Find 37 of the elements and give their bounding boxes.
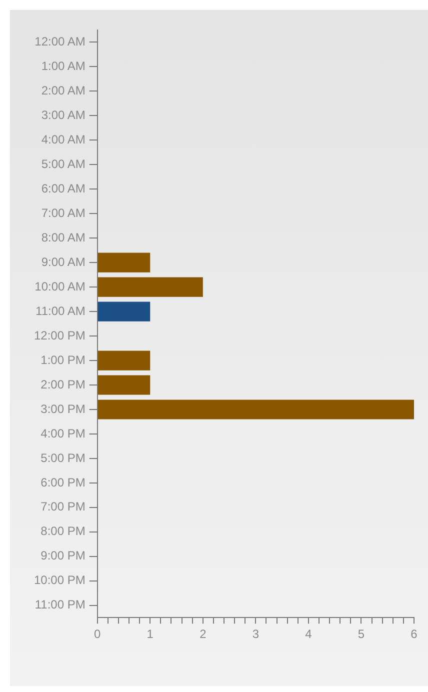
bar (98, 277, 203, 297)
y-tick-label: 1:00 PM (40, 352, 86, 367)
y-tick-label: 8:00 AM (41, 230, 86, 244)
y-tick-label: 1:00 AM (41, 59, 86, 74)
bar (98, 302, 150, 322)
y-tick-label: 9:00 PM (40, 548, 86, 563)
y-tick-label: 2:00 AM (41, 84, 86, 98)
y-tick-label: 10:00 AM (34, 279, 86, 294)
y-tick-label: 4:00 AM (41, 132, 86, 146)
y-tick-label: 7:00 AM (41, 206, 86, 220)
y-tick-label: 2:00 PM (40, 377, 86, 392)
y-tick-label: 7:00 PM (40, 500, 86, 514)
y-tick-label: 3:00 AM (41, 108, 86, 122)
y-tick-label: 10:00 PM (34, 573, 86, 588)
y-tick-label: 11:00 PM (34, 598, 86, 612)
y-tick-label: 8:00 PM (40, 524, 86, 538)
x-tick-label: 5 (358, 627, 365, 642)
x-tick-label: 2 (200, 627, 207, 642)
bar (98, 400, 414, 420)
y-tick-label: 6:00 AM (41, 181, 86, 196)
bar (98, 252, 150, 272)
x-tick-label: 4 (305, 627, 312, 642)
x-tick-label: 6 (410, 627, 418, 642)
y-tick-label: 5:00 PM (40, 450, 86, 465)
y-tick-label: 5:00 AM (41, 156, 86, 171)
y-tick-label: 12:00 PM (34, 328, 86, 342)
y-tick-label: 6:00 PM (40, 475, 86, 490)
x-tick-label: 1 (146, 627, 154, 642)
bar (98, 350, 150, 370)
x-tick-label: 3 (252, 627, 260, 642)
y-tick-label: 9:00 AM (41, 254, 86, 269)
y-tick-label: 3:00 PM (40, 402, 86, 416)
y-tick-label: 11:00 AM (36, 304, 86, 318)
y-tick-label: 4:00 PM (40, 426, 86, 440)
y-tick-label: 12:00 AM (34, 34, 86, 49)
bar (98, 375, 150, 395)
x-tick-label: 0 (94, 627, 102, 642)
